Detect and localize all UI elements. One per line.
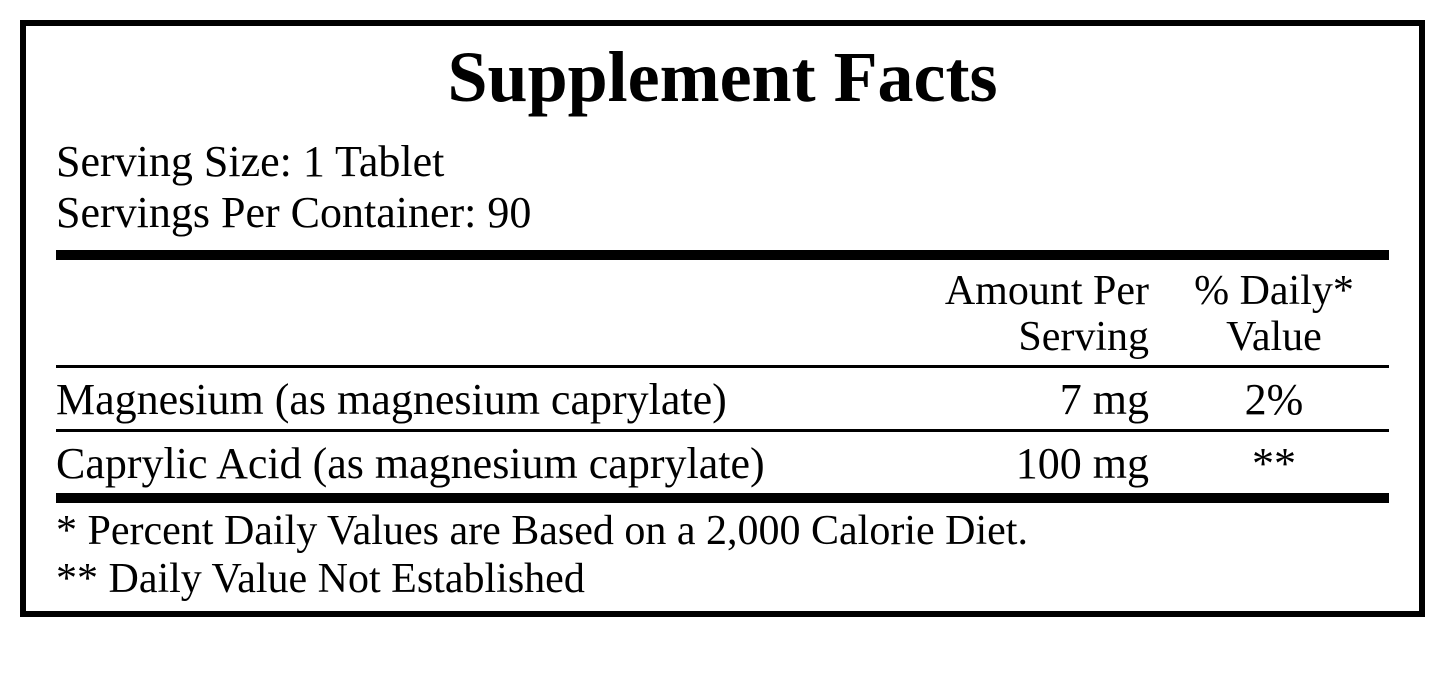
header-amount-line1: Amount Per xyxy=(839,268,1149,314)
header-name-spacer xyxy=(56,268,839,360)
supplement-facts-panel: Supplement Facts Serving Size: 1 Tablet … xyxy=(20,20,1425,617)
footnote-line1: * Percent Daily Values are Based on a 2,… xyxy=(56,507,1389,555)
row-name: Magnesium (as magnesium caprylate) xyxy=(56,374,839,425)
table-row: Magnesium (as magnesium caprylate) 7 mg … xyxy=(56,368,1389,429)
serving-info-block: Serving Size: 1 Tablet Servings Per Cont… xyxy=(56,137,1389,238)
column-header-row: Amount Per Serving % Daily* Value xyxy=(56,260,1389,364)
row-dv: ** xyxy=(1159,438,1389,489)
header-dv-line2: Value xyxy=(1159,314,1389,360)
row-name: Caprylic Acid (as magnesium caprylate) xyxy=(56,438,839,489)
header-amount-line2: Serving xyxy=(839,314,1149,360)
serving-size: Serving Size: 1 Tablet xyxy=(56,137,1389,188)
footnote-line2: ** Daily Value Not Established xyxy=(56,555,1389,603)
header-dv-line1: % Daily* xyxy=(1159,268,1389,314)
row-dv: 2% xyxy=(1159,374,1389,425)
rule-thick-top xyxy=(56,250,1389,260)
header-amount: Amount Per Serving xyxy=(839,268,1159,360)
header-dv: % Daily* Value xyxy=(1159,268,1389,360)
row-amount: 7 mg xyxy=(839,374,1159,425)
panel-title: Supplement Facts xyxy=(56,36,1389,119)
rule-thick-bottom xyxy=(56,493,1389,503)
table-row: Caprylic Acid (as magnesium caprylate) 1… xyxy=(56,432,1389,493)
row-amount: 100 mg xyxy=(839,438,1159,489)
servings-per-container: Servings Per Container: 90 xyxy=(56,188,1389,239)
footnotes-block: * Percent Daily Values are Based on a 2,… xyxy=(56,503,1389,604)
